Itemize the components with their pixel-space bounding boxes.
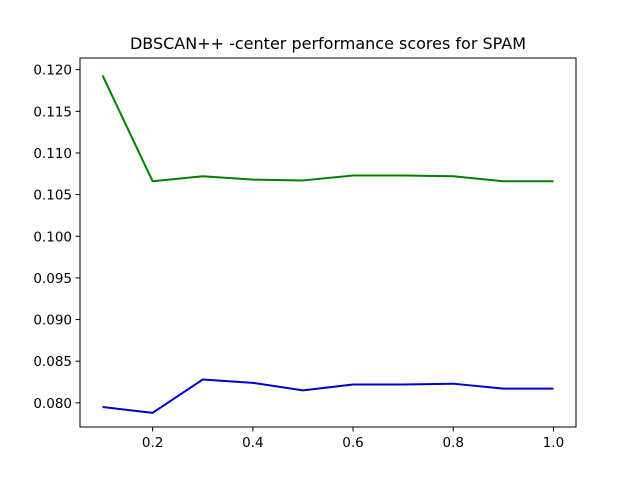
series-line-1: [101, 75, 554, 183]
x-tick-label: 0.6: [342, 435, 363, 451]
series-line-2: [102, 378, 554, 414]
plot-area-frame: [79, 57, 577, 428]
y-tick-label: 0.090: [33, 313, 72, 329]
y-tick-label: 0.120: [33, 63, 72, 79]
y-tick-label: 0.110: [33, 146, 72, 162]
x-tick-label: 0.2: [142, 435, 163, 451]
chart-title: DBSCAN++ -center performance scores for …: [130, 34, 526, 53]
y-tick-label: 0.100: [33, 229, 72, 245]
x-axis: 0.2 0.4 0.6 0.8 1.0: [142, 427, 564, 451]
x-tick-label: 0.4: [242, 435, 263, 451]
y-tick-label: 0.115: [33, 104, 72, 120]
x-tick-label: 1.0: [543, 435, 564, 451]
y-tick-label: 0.105: [33, 188, 72, 204]
y-tick-label: 0.085: [33, 354, 72, 370]
y-axis: 0.080 0.085 0.090 0.095 0.100 0.105 0.110 0.115…: [33, 63, 80, 412]
y-tick-label: 0.095: [33, 271, 72, 287]
y-tick-label: 0.080: [33, 396, 72, 412]
x-tick-label: 0.8: [443, 435, 464, 451]
series-layer: [101, 75, 554, 414]
